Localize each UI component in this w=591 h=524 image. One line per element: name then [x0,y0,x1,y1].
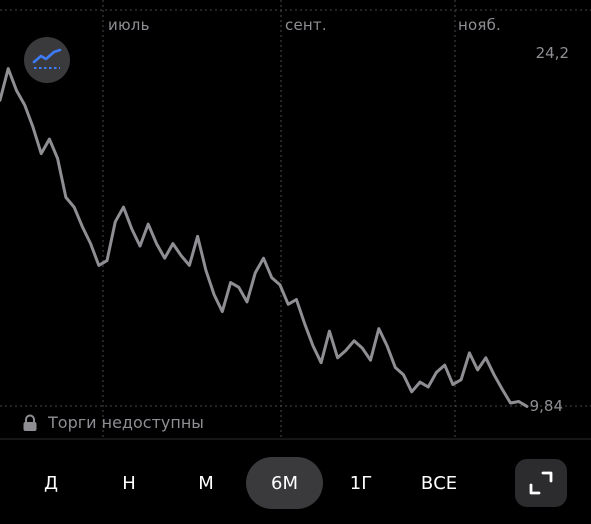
price-line [0,67,529,408]
month-label-november: нояб. [458,16,502,34]
trend-chart-icon [32,48,62,69]
period-month-button[interactable]: М [177,457,235,509]
period-week-button[interactable]: Н [100,457,158,509]
chart-canvas[interactable] [0,0,591,440]
chart-type-toggle[interactable] [24,37,70,83]
period-day-button[interactable]: Д [22,457,80,509]
period-selector: Д Н М 6М 1Г ВСЕ [0,457,591,509]
price-chart[interactable]: июль сент. нояб. 24,2 9,84 Торги недосту… [0,0,591,440]
fullscreen-button[interactable] [515,459,567,507]
expand-icon [529,471,553,495]
price-low-label: 9,84 [529,397,563,415]
price-high-label: 24,2 [535,44,569,62]
trading-status-text: Торги недоступны [48,413,204,432]
trading-status: Торги недоступны [22,413,204,432]
period-1y-button[interactable]: 1Г [332,457,390,509]
period-6m-button[interactable]: 6М [246,457,323,509]
period-all-button[interactable]: ВСЕ [405,457,473,509]
month-label-september: сент. [285,16,327,34]
month-label-july: июль [108,16,150,34]
lock-icon [23,414,37,431]
